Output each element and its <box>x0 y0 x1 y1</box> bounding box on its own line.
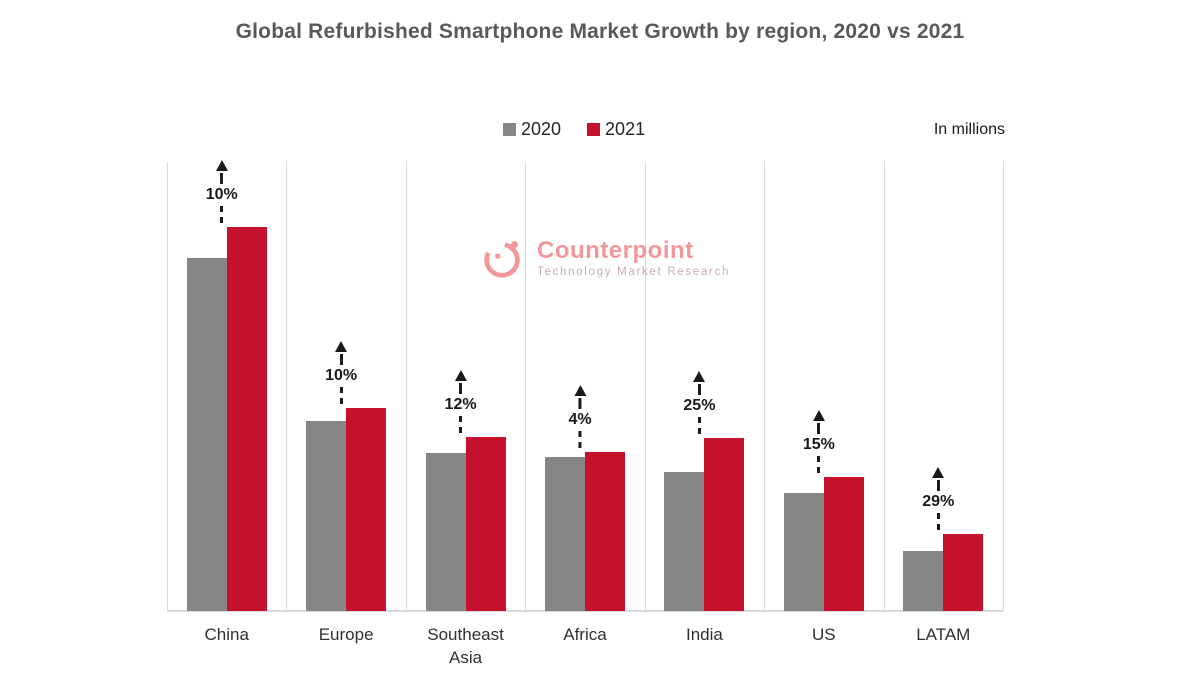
growth-arrow-tail <box>936 479 940 491</box>
bar-2021 <box>704 438 745 611</box>
growth-dash-segment <box>339 387 343 405</box>
growth-arrow-tail <box>817 422 821 434</box>
growth-arrow-icon <box>693 371 706 383</box>
category-label-text: LATAM <box>916 625 971 644</box>
bar-2021 <box>346 408 387 611</box>
bar-2021 <box>943 533 984 611</box>
bar-2020 <box>664 471 705 611</box>
category-label: Africa <box>525 624 644 647</box>
bar-2020 <box>306 420 347 611</box>
growth-arrow-icon <box>932 466 945 478</box>
category-label: Europe <box>286 624 405 647</box>
legend-item-2020: 2020 <box>503 119 561 140</box>
category-label-text: China <box>204 625 249 644</box>
growth-arrow-tail <box>697 384 701 396</box>
legend-item-2021: 2021 <box>587 119 645 140</box>
bar-2021 <box>226 227 267 611</box>
legend-label-2020: 2020 <box>521 119 562 139</box>
growth-percent-label: 10% <box>205 186 238 203</box>
growth-percent-label: 12% <box>444 396 477 413</box>
legend: 2020 2021 <box>503 119 645 140</box>
category-label-text: Europe <box>318 625 374 644</box>
bar-2020 <box>783 492 824 611</box>
category-label: China <box>167 624 286 647</box>
growth-arrow-icon <box>454 370 467 381</box>
growth-dash-segment <box>936 512 940 530</box>
gridline <box>286 162 288 611</box>
watermark-tagline: Technology Market Research <box>537 265 731 278</box>
growth-annotation: 10% <box>206 160 238 223</box>
growth-dash-segment <box>817 455 821 473</box>
growth-arrow-tail <box>339 354 343 366</box>
bar-2021 <box>585 452 625 611</box>
legend-label-2021: 2021 <box>605 119 646 139</box>
x-axis-baseline <box>167 610 1003 612</box>
growth-arrow-tail <box>578 398 582 409</box>
growth-arrow-icon <box>574 385 586 396</box>
gridline <box>883 162 885 611</box>
watermark: Counterpoint Technology Market Research <box>480 235 730 281</box>
gridline <box>405 162 407 611</box>
category-label-text: Southeast Asia <box>427 625 504 667</box>
growth-annotation: 15% <box>802 409 835 473</box>
category-label-text: Africa <box>563 625 607 644</box>
bar-2020 <box>545 456 585 611</box>
category-label: Southeast Asia <box>406 624 525 670</box>
category-label-text: US <box>812 625 836 644</box>
growth-percent-label: 4% <box>568 411 592 428</box>
bar-2021 <box>823 476 864 611</box>
growth-annotation: 12% <box>445 370 477 433</box>
bar-2021 <box>465 437 506 611</box>
growth-annotation: 4% <box>568 385 592 448</box>
gridline <box>764 162 766 611</box>
growth-percent-label: 25% <box>683 397 716 415</box>
legend-swatch-2021 <box>587 123 601 136</box>
growth-dash-segment <box>220 206 224 223</box>
growth-arrow-icon <box>335 341 348 353</box>
gridline <box>1003 162 1004 611</box>
bar-2020 <box>425 453 466 611</box>
growth-annotation: 10% <box>325 341 358 405</box>
gridline <box>644 162 646 611</box>
growth-annotation: 29% <box>922 466 955 530</box>
category-label: India <box>645 624 764 647</box>
growth-arrow-icon <box>812 409 825 421</box>
category-label-text: India <box>685 625 723 644</box>
growth-arrow-tail <box>459 383 463 394</box>
bar-2020 <box>903 551 944 611</box>
bar-2020 <box>186 258 227 611</box>
growth-percent-label: 15% <box>802 435 835 453</box>
gridline <box>525 162 527 611</box>
legend-swatch-2020 <box>503 123 516 136</box>
growth-dash-segment <box>459 416 463 433</box>
growth-annotation: 25% <box>683 371 716 435</box>
category-label: LATAM <box>884 624 1003 647</box>
growth-percent-label: 10% <box>325 367 358 385</box>
watermark-text: Counterpoint Technology Market Research <box>537 236 731 278</box>
units-note: In millions <box>933 121 1005 138</box>
chart-title: Global Refurbished Smartphone Market Gro… <box>235 20 965 43</box>
growth-arrow-icon <box>215 160 228 171</box>
growth-percent-label: 29% <box>922 492 955 510</box>
growth-arrow-tail <box>220 173 224 184</box>
gridline <box>167 162 168 611</box>
counterpoint-logo-icon <box>484 241 520 278</box>
category-label: US <box>764 624 883 647</box>
watermark-brand: Counterpoint <box>537 236 694 264</box>
growth-dash-segment <box>697 417 701 435</box>
growth-dash-segment <box>578 431 582 448</box>
